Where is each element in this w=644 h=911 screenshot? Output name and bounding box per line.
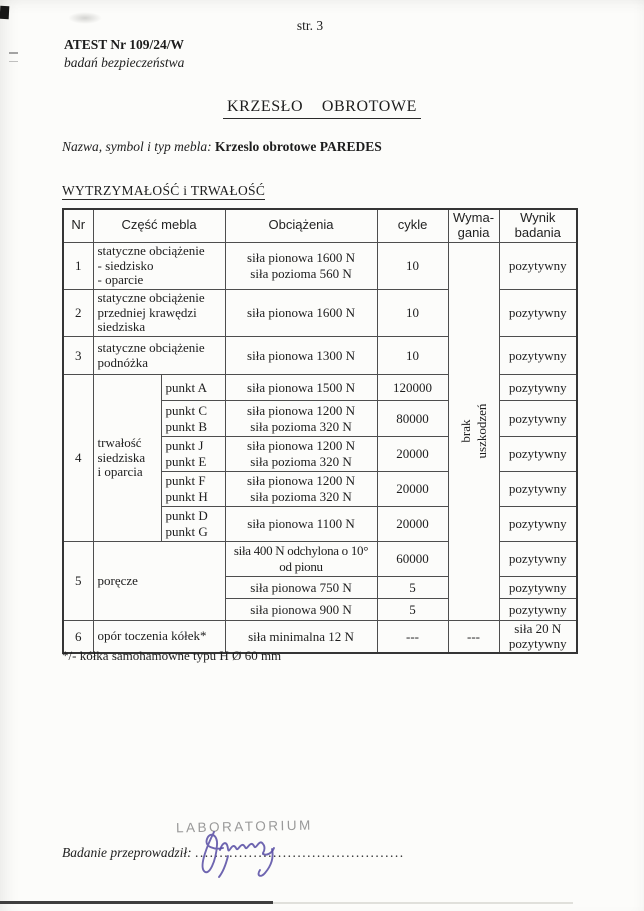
- cell-requirement: ---: [447, 620, 500, 654]
- cell-load: siła pionowa 1200 N siła pozioma 320 N: [224, 436, 378, 472]
- cell-result: pozytywny: [498, 241, 578, 290]
- page-number: str. 3: [296, 18, 324, 33]
- cell-result: pozytywny: [498, 471, 578, 507]
- cell-load: siła pionowa 1600 N: [224, 288, 378, 338]
- cell-requirement-merged: brak uszkodzeń: [447, 241, 500, 622]
- cell-cycles: ---: [376, 620, 449, 654]
- col-header-cycles: cykle: [376, 208, 449, 243]
- cell-result: siła 20 N pozytywny: [498, 620, 578, 654]
- cell-load: siła pionowa 1200 N siła pozioma 320 N: [224, 400, 378, 437]
- col-header-result: Wynik badania: [498, 208, 578, 243]
- cell-cycles: 10: [376, 241, 449, 290]
- cell-load: siła 400 N odchylona o 10° od pionu: [224, 541, 378, 577]
- cell-cycles: 20000: [376, 471, 449, 507]
- product-line: Nazwa, symbol i typ mebla: Krzeslo obrot…: [62, 139, 382, 155]
- section-heading: WYTRZYMAŁOŚĆ i TRWAŁOŚĆ: [62, 183, 266, 200]
- cell-part: statyczne obciążenie podnóżka: [92, 336, 226, 375]
- cell-nr: 4: [62, 374, 94, 542]
- col-header-part: Część mebla: [92, 208, 226, 243]
- table-row: 4 trwałość siedziska i oparcia punkt A s…: [62, 374, 578, 542]
- cell-part: statyczne obciążenie - siedzisko - oparc…: [92, 241, 226, 290]
- table-row: punkt F punkt H siła pionowa 1200 N siła…: [63, 471, 578, 507]
- footnote: */- kółka samohamowne typu H Ø 60 mm: [62, 648, 282, 663]
- cell-cycles: 10: [376, 336, 449, 375]
- cell-load: siła pionowa 1300 N: [224, 336, 378, 375]
- table-row: 6 opór toczenia kółek* siła minimalna 12…: [62, 620, 578, 654]
- cell-point: punkt A: [160, 374, 226, 401]
- cell-result: pozytywny: [498, 576, 578, 599]
- cell-part: poręcze: [92, 541, 226, 621]
- cell-cycles: 60000: [376, 541, 449, 577]
- cell-result: pozytywny: [498, 598, 578, 621]
- cell-part: opór toczenia kółek*: [92, 620, 226, 654]
- certificate-subtitle: badań bezpieczeństwa: [64, 54, 185, 70]
- cell-part: trwałość siedziska i oparcia: [92, 374, 162, 542]
- cell-result: pozytywny: [498, 506, 578, 542]
- cell-nr: 3: [62, 336, 94, 375]
- table-row: 1 statyczne obciążenie - siedzisko - opa…: [62, 241, 578, 622]
- certificate-number: ATEST Nr 109/24/W: [64, 37, 185, 52]
- requirement-rotated-text: brak uszkodzeń: [457, 404, 489, 459]
- product-name: Krzeslo obrotowe PAREDES: [215, 139, 382, 154]
- cell-nr: 5: [62, 541, 94, 621]
- table-header-row: Nr Część mebla Obciążenia cykle Wyma- ga…: [62, 208, 578, 243]
- cell-cycles: 5: [376, 598, 449, 621]
- product-label: Nazwa, symbol i typ mebla:: [62, 139, 212, 154]
- cell-result: pozytywny: [498, 336, 578, 375]
- table-row: punkt C punkt B siła pionowa 1200 N siła…: [63, 400, 578, 437]
- cell-point: punkt F punkt H: [160, 471, 226, 507]
- cell-result: pozytywny: [498, 288, 578, 338]
- cell-cycles: 120000: [376, 374, 449, 401]
- cell-point: punkt C punkt B: [160, 400, 226, 437]
- document-title-wrap: KRZESŁO OBROTOWE: [0, 98, 644, 119]
- table-row: siła pionowa 900 N 5 pozytywny: [63, 598, 578, 621]
- cell-cycles: 5: [376, 576, 449, 599]
- cell-part: statyczne obciążenie przedniej krawędzi …: [92, 288, 226, 338]
- cell-nr: 2: [62, 288, 94, 338]
- cell-load: siła pionowa 1500 N: [224, 374, 378, 401]
- cell-nr: 6: [62, 620, 94, 654]
- cell-load: siła pionowa 750 N: [224, 576, 378, 599]
- cell-result: pozytywny: [498, 436, 578, 472]
- certificate-header: ATEST Nr 109/24/W badań bezpieczeństwa: [64, 36, 184, 71]
- cell-cycles: 20000: [376, 506, 449, 542]
- results-table: Nr Część mebla Obciążenia cykle Wyma- ga…: [62, 208, 579, 655]
- scan-edge-line: [0, 901, 273, 904]
- col-header-nr: Nr: [62, 208, 94, 243]
- cell-result: pozytywny: [498, 400, 578, 437]
- cell-point: punkt D punkt G: [160, 506, 226, 542]
- scan-artifact-mark: [9, 52, 18, 62]
- cell-load: siła pionowa 1100 N: [224, 506, 378, 542]
- table-row: 2 statyczne obciążenie przedniej krawędz…: [62, 288, 578, 338]
- col-header-requirements: Wyma- gania: [447, 208, 500, 243]
- col-header-load: Obciążenia: [224, 208, 378, 243]
- scan-edge-line: [273, 902, 573, 904]
- table-row: 3 statyczne obciążenie podnóżka siła pio…: [62, 336, 578, 375]
- cell-cycles: 20000: [376, 436, 449, 472]
- cell-cycles: 10: [376, 288, 449, 338]
- signature-label: Badanie przeprowadził:: [62, 845, 192, 860]
- signature-ink: [201, 831, 275, 878]
- section-heading-wrap: WYTRZYMAŁOŚĆ i TRWAŁOŚĆ: [62, 182, 266, 200]
- cell-load: siła pionowa 1600 N siła pozioma 560 N: [224, 241, 378, 290]
- document-title: KRZESŁO OBROTOWE: [223, 98, 421, 119]
- table-row: 5 poręcze siła 400 N odchylona o 10° od …: [62, 541, 578, 621]
- cell-load: siła pionowa 900 N: [224, 598, 378, 621]
- cell-cycles: 80000: [376, 400, 449, 437]
- scan-artifact-smudge: [68, 12, 102, 24]
- cell-point: punkt J punkt E: [160, 436, 226, 472]
- cell-nr: 1: [62, 241, 94, 290]
- cell-load: siła pionowa 1200 N siła pozioma 320 N: [224, 471, 378, 507]
- cell-result: pozytywny: [498, 374, 578, 401]
- cell-result: pozytywny: [498, 541, 578, 577]
